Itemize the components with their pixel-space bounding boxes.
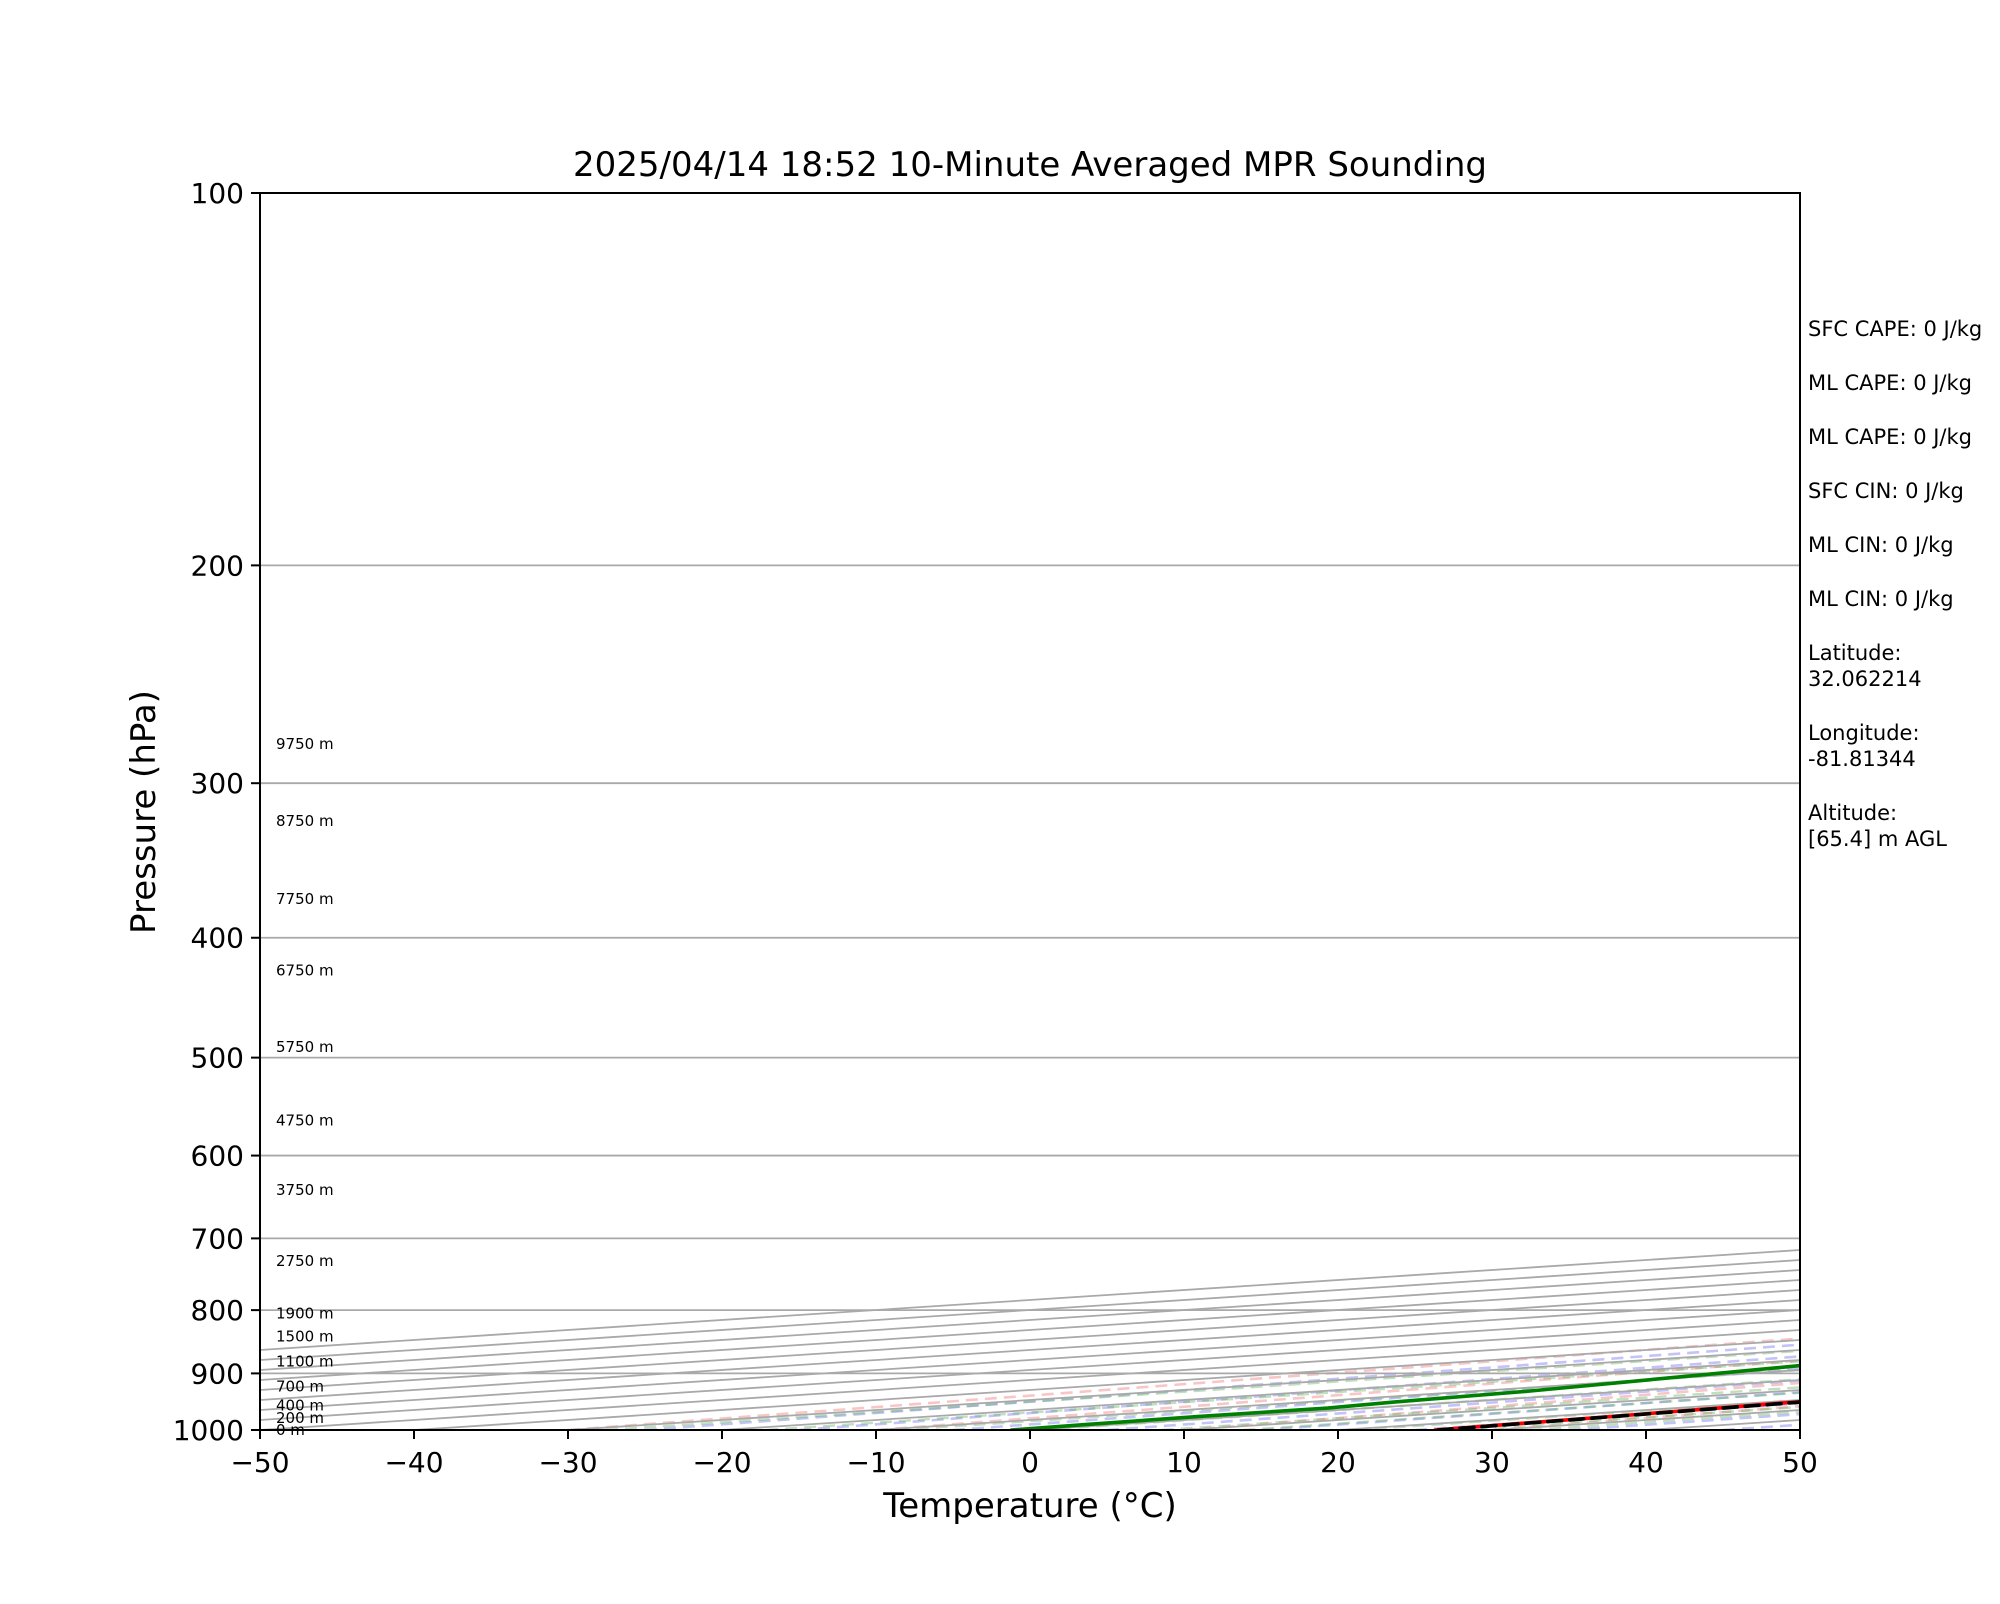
isotherm-line <box>260 193 2000 1430</box>
isotherm-line <box>414 193 2000 1430</box>
height-label: 4750 m <box>276 1111 334 1129</box>
y-axis: 100 200 300 400 500 600 700 800 900 1000 <box>173 177 260 1447</box>
isotherm-line <box>568 193 2000 1430</box>
sfc-cape-text: SFC CAPE: 0 J/kg <box>1808 316 1998 342</box>
height-label: 5750 m <box>276 1038 334 1056</box>
latitude-text: Latitude: 32.062214 <box>1808 640 1998 692</box>
y-tick-label: 600 <box>191 1140 244 1173</box>
isotherm-line <box>106 193 2000 1430</box>
height-label: 7750 m <box>276 890 334 908</box>
y-tick-label: 700 <box>191 1222 244 1255</box>
ml-cin-text-2: ML CIN: 0 J/kg <box>1808 586 1998 612</box>
height-label: 8750 m <box>276 812 334 830</box>
height-label: 2750 m <box>276 1252 334 1270</box>
ml-cape-text-2: ML CAPE: 0 J/kg <box>1808 424 1998 450</box>
x-tick-label: 0 <box>1021 1446 1039 1479</box>
y-tick-label: 100 <box>191 177 244 210</box>
x-tick-label: 10 <box>1166 1446 1202 1479</box>
height-label: 700 m <box>276 1377 324 1395</box>
altitude-text: Altitude: [65.4] m AGL <box>1808 800 1998 852</box>
x-tick-label: 50 <box>1782 1446 1818 1479</box>
x-tick-label: 40 <box>1628 1446 1664 1479</box>
sfc-cin-text: SFC CIN: 0 J/kg <box>1808 478 1998 504</box>
y-axis-label: Pressure (hPa) <box>124 690 164 934</box>
y-tick-label: 400 <box>191 922 244 955</box>
ml-cin-text: ML CIN: 0 J/kg <box>1808 532 1998 558</box>
height-label: 1100 m <box>276 1352 334 1370</box>
ml-cape-text: ML CAPE: 0 J/kg <box>1808 370 1998 396</box>
height-label: 9750 m <box>276 735 334 753</box>
mixing-ratio-line <box>766 1156 2000 1430</box>
plot-frame <box>260 193 1800 1430</box>
x-tick-label: −10 <box>846 1446 905 1479</box>
y-tick-label: 200 <box>191 549 244 582</box>
moist-adiabat <box>645 193 2000 1430</box>
y-tick-label: 500 <box>191 1042 244 1075</box>
sounding-info-panel: SFC CAPE: 0 J/kg ML CAPE: 0 J/kg ML CAPE… <box>1808 316 1998 880</box>
y-tick-label: 1000 <box>173 1414 244 1447</box>
x-axis: −50 −40 −30 −20 −10 0 10 20 30 40 50 <box>230 1430 1817 1479</box>
x-tick-label: −40 <box>384 1446 443 1479</box>
x-tick-label: 30 <box>1474 1446 1510 1479</box>
height-label: 6750 m <box>276 961 334 979</box>
x-tick-label: −20 <box>692 1446 751 1479</box>
height-label: 1500 m <box>276 1327 334 1345</box>
height-label: 1900 m <box>276 1304 334 1322</box>
dry-adiabat <box>568 193 2000 1430</box>
y-tick-label: 900 <box>191 1357 244 1390</box>
x-tick-label: −50 <box>230 1446 289 1479</box>
height-label: 3750 m <box>276 1181 334 1199</box>
height-label: 400 m <box>276 1396 324 1414</box>
x-tick-label: 20 <box>1320 1446 1356 1479</box>
y-tick-label: 800 <box>191 1294 244 1327</box>
x-axis-label: Temperature (°C) <box>882 1486 1176 1526</box>
longitude-text: Longitude: -81.81344 <box>1808 720 1998 772</box>
y-tick-label: 300 <box>191 767 244 800</box>
x-tick-label: −30 <box>538 1446 597 1479</box>
chart-title: 2025/04/14 18:52 10-Minute Averaged MPR … <box>573 145 1487 185</box>
